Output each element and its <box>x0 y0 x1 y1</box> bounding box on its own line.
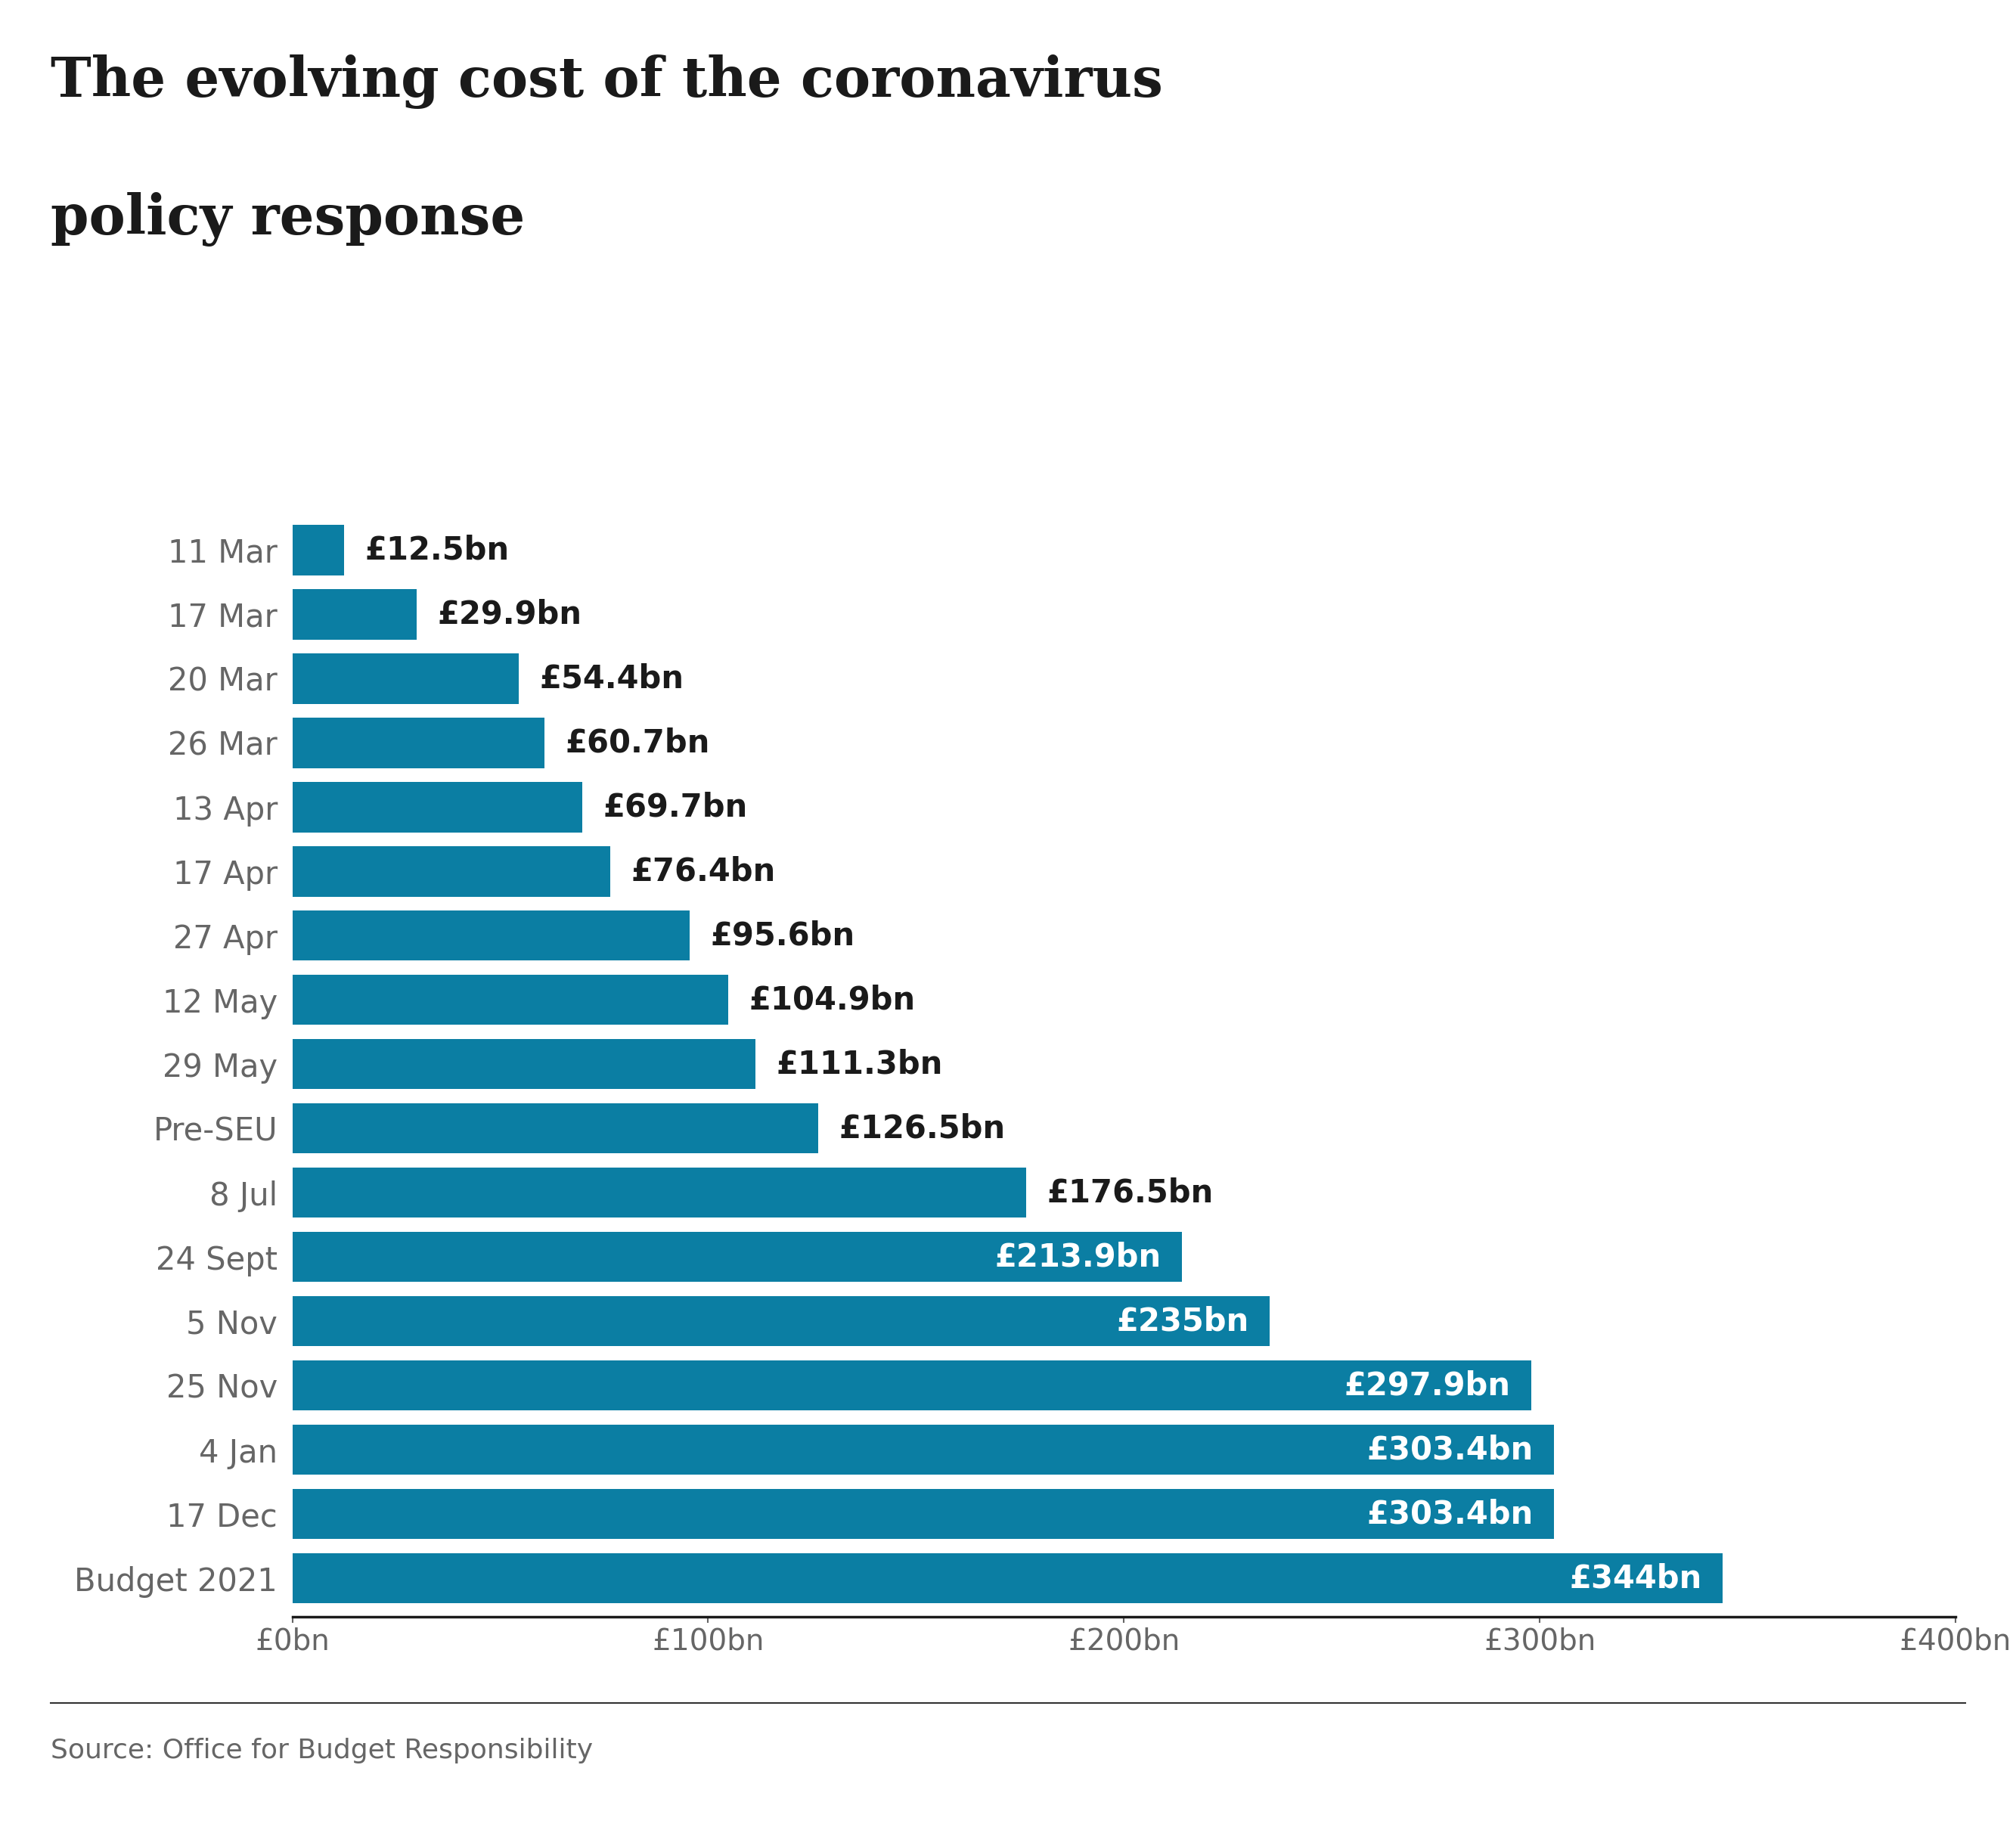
Bar <box>292 1361 1530 1410</box>
Text: The evolving cost of the coronavirus: The evolving cost of the coronavirus <box>50 55 1163 110</box>
Text: £303.4bn: £303.4bn <box>1367 1498 1532 1529</box>
Bar <box>292 1231 1181 1283</box>
Text: £344bn: £344bn <box>1568 1562 1702 1595</box>
Text: Source: Office for Budget Responsibility: Source: Office for Budget Responsibility <box>50 1737 593 1763</box>
Text: £297.9bn: £297.9bn <box>1345 1370 1510 1401</box>
Bar <box>292 1553 1722 1604</box>
Text: £69.7bn: £69.7bn <box>603 791 748 822</box>
Text: £29.9bn: £29.9bn <box>437 599 583 630</box>
Bar <box>292 524 345 576</box>
Text: £176.5bn: £176.5bn <box>1046 1177 1214 1209</box>
Bar <box>292 910 689 961</box>
Text: £111.3bn: £111.3bn <box>776 1049 943 1080</box>
Bar <box>292 1489 1554 1538</box>
Bar <box>292 846 611 897</box>
Bar <box>292 1040 756 1089</box>
Text: £95.6bn: £95.6bn <box>710 919 855 952</box>
Text: £76.4bn: £76.4bn <box>631 855 776 888</box>
Bar <box>292 718 544 767</box>
Bar <box>292 1295 1270 1346</box>
Text: policy response: policy response <box>50 192 524 247</box>
Text: £12.5bn: £12.5bn <box>365 533 510 566</box>
Text: £54.4bn: £54.4bn <box>540 663 683 694</box>
Bar <box>292 654 518 703</box>
Bar <box>292 1167 1026 1219</box>
Text: £60.7bn: £60.7bn <box>566 727 710 758</box>
Bar <box>292 1425 1554 1474</box>
Text: £104.9bn: £104.9bn <box>750 985 915 1016</box>
Bar <box>292 1104 818 1153</box>
Bar <box>292 976 728 1025</box>
Text: BBC: BBC <box>1804 1741 1875 1774</box>
Bar <box>292 782 583 833</box>
Bar <box>292 590 417 639</box>
Text: £126.5bn: £126.5bn <box>839 1113 1006 1144</box>
Text: £303.4bn: £303.4bn <box>1367 1434 1532 1465</box>
Text: £235bn: £235bn <box>1117 1306 1248 1337</box>
Text: £213.9bn: £213.9bn <box>994 1241 1161 1273</box>
